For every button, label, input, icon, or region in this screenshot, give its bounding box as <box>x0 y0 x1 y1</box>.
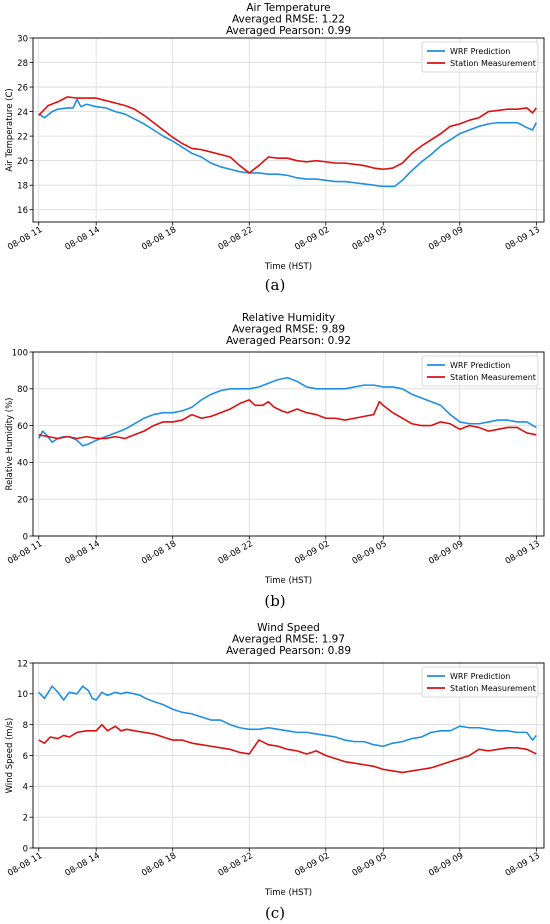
y-tick-label: 24 <box>17 108 28 118</box>
panel-label: (b) <box>264 592 286 610</box>
series-line <box>38 723 537 774</box>
y-tick-label: 20 <box>17 496 28 506</box>
legend-label: WRF Prediction <box>450 672 510 681</box>
legend-label: Station Measurement <box>450 373 536 382</box>
y-tick-label: 26 <box>17 83 28 93</box>
x-axis-label: Time (HST) <box>264 262 312 272</box>
x-tick-label: 08-09 02 <box>293 225 331 253</box>
y-axis-label: Wind Speed (m/s) <box>5 718 15 794</box>
chart-panel-air-temperature: Air Temperature Averaged RMSE: 1.22 Averag… <box>0 0 550 300</box>
legend <box>421 666 539 698</box>
x-tick-label: 08-09 13 <box>504 539 542 567</box>
y-tick-label: 80 <box>17 385 28 395</box>
chart-title-line: Averaged RMSE: 1.22 <box>232 14 345 26</box>
y-axis-label: Air Temperature (C) <box>5 88 15 172</box>
y-tick-label: 20 <box>17 157 28 167</box>
x-tick-label: 08-08 14 <box>64 225 102 253</box>
x-tick-label: 08-08 11 <box>6 539 44 567</box>
chart-title-line: Relative Humidity <box>242 312 335 324</box>
chart-panel-relative-humidity: Relative Humidity Averaged RMSE: 9.89 Aver… <box>0 310 550 610</box>
y-tick-label: 60 <box>17 422 28 432</box>
y-tick-label: 18 <box>17 182 28 192</box>
y-tick-label: 28 <box>17 59 28 69</box>
x-tick-label: 08-08 18 <box>140 225 178 253</box>
chart-title-line: Averaged RMSE: 9.89 <box>232 324 345 336</box>
legend-label: WRF Prediction <box>450 47 510 56</box>
legend-label: Station Measurement <box>450 59 536 68</box>
x-tick-label: 08-09 09 <box>427 851 465 879</box>
y-tick-label: 4 <box>23 783 28 793</box>
x-tick-label: 08-08 22 <box>217 851 255 879</box>
x-tick-label: 08-09 09 <box>427 539 465 567</box>
series-line <box>38 376 537 447</box>
chart-title-line: Air Temperature <box>246 2 330 14</box>
plot-frame <box>32 351 545 537</box>
legend-label: WRF Prediction <box>450 361 510 370</box>
y-tick-label: 0 <box>23 532 28 542</box>
legend-label: Station Measurement <box>450 684 536 693</box>
y-tick-label: 40 <box>17 459 28 469</box>
y-tick-label: 8 <box>23 721 28 731</box>
y-tick-label: 6 <box>23 752 28 762</box>
y-tick-label: 30 <box>17 34 28 44</box>
y-tick-label: 0 <box>23 844 28 854</box>
x-tick-label: 08-09 13 <box>504 225 542 253</box>
x-tick-label: 08-09 05 <box>351 851 389 879</box>
x-tick-label: 08-08 11 <box>6 225 44 253</box>
x-axis-label: Time (HST) <box>264 576 312 586</box>
chart-title-line: Averaged RMSE: 1.97 <box>232 634 345 646</box>
x-tick-label: 08-08 22 <box>217 225 255 253</box>
x-tick-label: 08-08 11 <box>6 851 44 879</box>
x-tick-label: 08-09 13 <box>504 851 542 879</box>
x-tick-label: 08-08 18 <box>140 539 178 567</box>
panel-label: (c) <box>264 904 286 922</box>
legend <box>421 41 539 73</box>
chart-title-line: Averaged Pearson: 0.99 <box>226 25 351 37</box>
series-line <box>38 98 538 188</box>
chart-title-line: Wind Speed <box>257 622 320 634</box>
panel-label: (a) <box>264 276 286 294</box>
x-tick-label: 08-09 02 <box>293 539 331 567</box>
series-line <box>38 685 537 748</box>
x-tick-label: 08-08 18 <box>140 851 178 879</box>
chart-title-line: Averaged Pearson: 0.92 <box>226 335 351 347</box>
y-axis-label: Relative Humidity (%) <box>5 398 15 491</box>
x-tick-label: 08-09 02 <box>293 851 331 879</box>
plot-frame <box>32 37 545 223</box>
x-tick-label: 08-08 22 <box>217 539 255 567</box>
y-tick-label: 22 <box>17 132 28 142</box>
series-line <box>38 96 537 174</box>
x-axis-label: Time (HST) <box>264 888 312 898</box>
y-tick-label: 10 <box>17 690 28 700</box>
series-line <box>38 399 537 440</box>
y-tick-label: 100 <box>12 348 28 358</box>
x-tick-label: 08-09 05 <box>351 539 389 567</box>
x-tick-label: 08-09 09 <box>427 225 465 253</box>
x-tick-label: 08-08 14 <box>64 539 102 567</box>
y-tick-label: 12 <box>17 659 28 669</box>
y-tick-label: 16 <box>17 206 28 216</box>
x-tick-label: 08-08 14 <box>64 851 102 879</box>
chart-title-line: Averaged Pearson: 0.89 <box>226 645 351 657</box>
x-tick-label: 08-09 05 <box>351 225 389 253</box>
chart-panel-wind-speed: Wind Speed Averaged RMSE: 1.97 Averaged Pe… <box>0 620 550 924</box>
legend <box>421 355 539 387</box>
y-tick-label: 2 <box>23 813 28 823</box>
